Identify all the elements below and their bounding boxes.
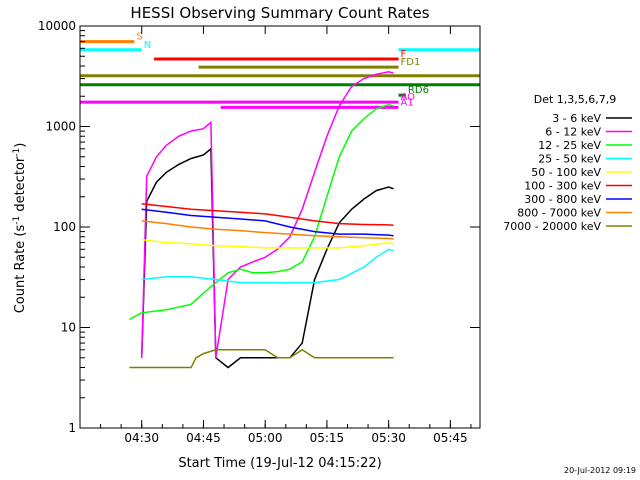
y-label-end: ) [13,143,28,148]
x-tick-label: 04:45 [186,431,221,445]
flag-label-rd0-6: RD0 [482,75,503,86]
series-line-7000-20000-kev [129,348,394,369]
flag-label-n-1: N [144,40,151,51]
x-axis-label: Start Time (19-Jul-12 04:15:22) [178,456,381,471]
flag-label-ao-8: AO [401,92,416,103]
flag-label-a1-9: A1 [401,97,414,108]
legend-title: Det 1,3,5,6,7,9 [534,93,617,106]
x-tick-label: 04:30 [124,431,159,445]
flag-label-rd6-7: RD6 [408,85,429,96]
y-tick-label: 100 [53,220,76,234]
x-tick-label: 05:00 [248,431,283,445]
legend-label-300-800-kev: 300 - 800 keV [524,193,601,206]
legend-label-6-12-kev: 6 - 12 keV [545,126,601,139]
series-line-50-100-kev [141,238,394,249]
series-line-3-6-kev [140,147,394,369]
legend-label-7000-20000-kev: 7000 - 20000 keV [503,220,601,233]
y-tick-label: 10 [61,321,76,335]
flag-label-fd1-4: FD1 [401,57,421,68]
legend-label-25-50-kev: 25 - 50 keV [538,153,601,166]
series-line-300-800-kev [141,208,394,237]
y-tick-label: 1000 [45,120,76,134]
axes: 04:30 04:45 05:00 05:15 05:30 05:45 1 10 100 1000… [38,19,481,445]
legend-label-50-100-kev: 50 - 100 keV [531,166,601,179]
series-line-25-50-kev [141,248,394,284]
y-label-main: Count Rate (s [13,225,28,314]
x-tick-label: 05:45 [433,431,468,445]
y-tick-label: 1 [68,421,76,435]
x-tick-label: 05:30 [371,431,406,445]
chart-title: HESSI Observing Summary Count Rates [130,4,429,22]
series-group [129,71,394,369]
series-line-6-12-kev [140,71,394,358]
flag-label-fd0-5: FD0 [482,66,502,77]
footer-timestamp: 20-Jul-2012 09:19 [564,466,636,475]
y-tick-label: 10000 [38,19,76,33]
series-line-800-7000-kev [141,220,394,240]
legend-label-3-6-kev: 3 - 6 keV [552,112,601,125]
series-line-100-300-kev [141,203,394,227]
y-label-sup-2: -1 [12,148,22,157]
flag-label-s-0: S [136,32,142,43]
flag-label-f-3: F [401,49,407,60]
y-axis-label: Count Rate (s-1 detector-1) [12,143,28,314]
legend-label-800-7000-kev: 800 - 7000 keV [517,207,601,220]
legend-label-12-25-kev: 12 - 25 keV [538,139,601,152]
flag-label-n-2: N [482,40,489,51]
x-tick-label: 05:15 [310,431,345,445]
y-label-mid: detector [13,156,28,216]
series-line-12-25-kev [129,103,394,321]
y-label-sup-1: -1 [12,216,22,225]
legend-label-100-300-kev: 100 - 300 keV [524,180,601,193]
